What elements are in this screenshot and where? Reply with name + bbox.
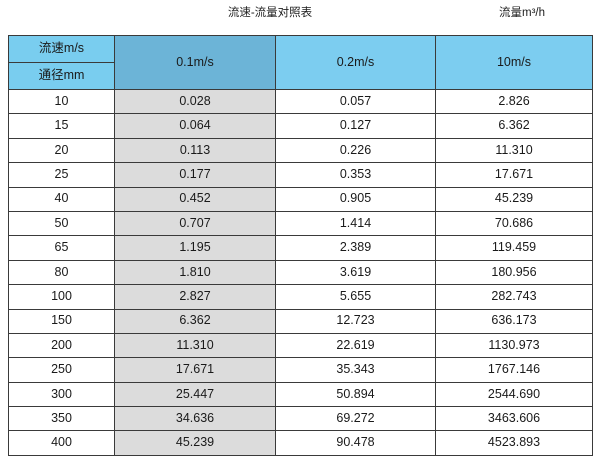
table-row: 100 2.827 5.655 282.743: [8, 284, 593, 310]
table-row: 15 0.064 0.127 6.362: [8, 113, 593, 139]
table-header-row-top: 流速m/s 0.1m/s 0.2m/s 10m/s: [8, 35, 593, 90]
cell-dn: 250: [8, 357, 115, 383]
cell-flow-10ms: 636.173: [435, 308, 593, 334]
cell-dn: 65: [8, 235, 115, 261]
cell-flow-0.2ms: 2.389: [275, 235, 436, 261]
cell-flow-10ms: 45.239: [435, 186, 593, 212]
cell-flow-0.2ms: 69.272: [275, 406, 436, 432]
cell-dn: 80: [8, 259, 115, 286]
cell-flow-10ms: 17.671: [435, 162, 593, 188]
cell-flow-0.1ms: 25.447: [114, 381, 276, 408]
cell-flow-0.1ms: 0.113: [114, 137, 276, 164]
header-column-10ms: 10m/s: [435, 35, 593, 90]
table-body: 流速m/s 0.1m/s 0.2m/s 10m/s 通径mm 10 0.028 …: [8, 35, 593, 456]
cell-flow-0.1ms: 11.310: [114, 332, 276, 359]
cell-flow-0.1ms: 0.707: [114, 210, 276, 237]
table-header-row-bottom: 通径mm: [8, 62, 593, 90]
cell-dn: 50: [8, 210, 115, 237]
cell-flow-0.1ms: 2.827: [114, 284, 276, 310]
table-row: 400 45.239 90.478 4523.893: [8, 430, 593, 456]
cell-dn: 150: [8, 308, 115, 334]
cell-flow-0.1ms: 0.064: [114, 113, 276, 139]
cell-flow-0.1ms: 45.239: [114, 430, 276, 456]
cell-flow-0.2ms: 5.655: [275, 284, 436, 310]
header-stub-diameter: 通径mm: [8, 62, 115, 90]
table-row: 200 11.310 22.619 1130.973: [8, 332, 593, 359]
table-row: 10 0.028 0.057 2.826: [8, 88, 593, 115]
cell-flow-10ms: 4523.893: [435, 430, 593, 456]
cell-flow-0.1ms: 0.452: [114, 186, 276, 212]
cell-dn: 10: [8, 88, 115, 115]
table-row: 40 0.452 0.905 45.239: [8, 186, 593, 212]
cell-flow-0.2ms: 12.723: [275, 308, 436, 334]
cell-flow-0.1ms: 6.362: [114, 308, 276, 334]
cell-dn: 40: [8, 186, 115, 212]
table-row: 350 34.636 69.272 3463.606: [8, 406, 593, 432]
cell-flow-10ms: 282.743: [435, 284, 593, 310]
cell-flow-0.2ms: 0.353: [275, 162, 436, 188]
cell-flow-0.2ms: 50.894: [275, 381, 436, 408]
cell-dn: 350: [8, 406, 115, 432]
table-row: 65 1.195 2.389 119.459: [8, 235, 593, 261]
table-row: 300 25.447 50.894 2544.690: [8, 381, 593, 408]
table-row: 80 1.810 3.619 180.956: [8, 259, 593, 286]
cell-flow-0.1ms: 1.810: [114, 259, 276, 286]
table-row: 150 6.362 12.723 636.173: [8, 308, 593, 334]
cell-flow-0.2ms: 0.127: [275, 113, 436, 139]
cell-flow-10ms: 2.826: [435, 88, 593, 115]
cell-flow-0.2ms: 90.478: [275, 430, 436, 456]
table-row: 25 0.177 0.353 17.671: [8, 162, 593, 188]
cell-dn: 25: [8, 162, 115, 188]
cell-dn: 300: [8, 381, 115, 408]
header-stub-velocity: 流速m/s: [8, 35, 115, 63]
cell-flow-0.1ms: 0.028: [114, 88, 276, 115]
cell-flow-10ms: 6.362: [435, 113, 593, 139]
table-row: 250 17.671 35.343 1767.146: [8, 357, 593, 383]
cell-flow-0.1ms: 1.195: [114, 235, 276, 261]
page-title: 流速-流量对照表: [227, 7, 313, 19]
cell-flow-0.1ms: 0.177: [114, 162, 276, 188]
cell-flow-0.2ms: 35.343: [275, 357, 436, 383]
cell-flow-10ms: 180.956: [435, 259, 593, 286]
cell-flow-0.2ms: 22.619: [275, 332, 436, 359]
cell-dn: 100: [8, 284, 115, 310]
cell-dn: 15: [8, 113, 115, 139]
cell-flow-0.1ms: 17.671: [114, 357, 276, 383]
cell-flow-10ms: 119.459: [435, 235, 593, 261]
cell-flow-10ms: 70.686: [435, 210, 593, 237]
cell-dn: 200: [8, 332, 115, 359]
cell-flow-0.2ms: 0.057: [275, 88, 436, 115]
cell-flow-0.2ms: 0.226: [275, 137, 436, 164]
cell-dn: 20: [8, 137, 115, 164]
cell-flow-10ms: 2544.690: [435, 381, 593, 408]
cell-flow-0.2ms: 3.619: [275, 259, 436, 286]
cell-dn: 400: [8, 430, 115, 456]
cell-flow-10ms: 11.310: [435, 137, 593, 164]
header-column-0.2ms: 0.2m/s: [275, 35, 436, 90]
cell-flow-0.2ms: 1.414: [275, 210, 436, 237]
cell-flow-10ms: 1130.973: [435, 332, 593, 359]
cell-flow-10ms: 3463.606: [435, 406, 593, 432]
caption-row: 流速-流量对照表 流量m³/h: [0, 0, 600, 35]
cell-flow-10ms: 1767.146: [435, 357, 593, 383]
cell-flow-0.1ms: 34.636: [114, 406, 276, 432]
header-column-0.1ms: 0.1m/s: [114, 35, 276, 90]
table-row: 50 0.707 1.414 70.686: [8, 210, 593, 237]
cell-flow-0.2ms: 0.905: [275, 186, 436, 212]
flow-velocity-table-container: 流速m/s 0.1m/s 0.2m/s 10m/s 通径mm 10 0.028 …: [8, 35, 593, 456]
flow-unit-label: 流量m³/h: [499, 7, 545, 19]
flow-velocity-table: 流速m/s 0.1m/s 0.2m/s 10m/s 通径mm 10 0.028 …: [8, 35, 593, 456]
table-row: 20 0.113 0.226 11.310: [8, 137, 593, 164]
